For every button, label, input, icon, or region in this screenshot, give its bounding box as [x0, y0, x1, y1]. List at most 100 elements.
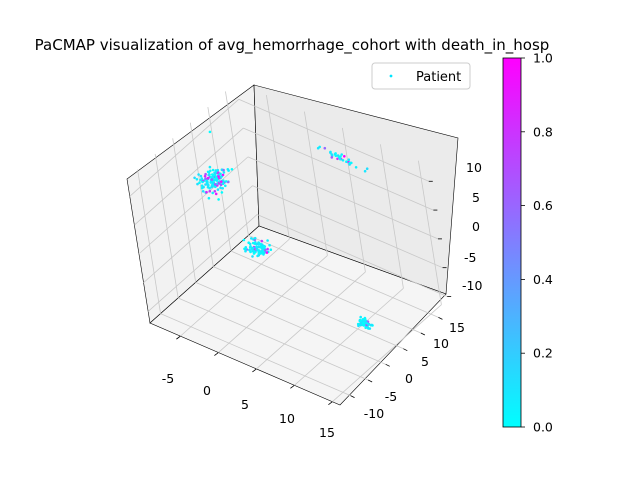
data-point [260, 239, 264, 243]
grid-line [247, 156, 439, 240]
grid-line [172, 138, 197, 283]
data-point [215, 169, 218, 173]
grid-line [134, 127, 244, 226]
chart-title: PaCMAP visualization of avg_hemorrhage_c… [35, 36, 550, 55]
x-tick-mark [290, 385, 295, 389]
data-point [365, 167, 369, 170]
colorbar-tick-label: 0.2 [533, 346, 553, 361]
grid-line [137, 169, 161, 314]
data-point [361, 318, 365, 321]
grid-line [147, 214, 258, 312]
z-tick-label: 10 [466, 160, 482, 175]
data-point [336, 157, 339, 161]
data-point [252, 246, 255, 250]
grid-line [218, 255, 328, 353]
data-point [219, 186, 222, 190]
data-point [354, 166, 358, 169]
data-point [367, 322, 371, 326]
colorbar-tick-label: 0.8 [533, 124, 553, 139]
y-tick-label: 15 [449, 320, 465, 335]
data-point [199, 174, 203, 178]
data-point [200, 177, 204, 180]
data-point [323, 146, 327, 150]
data-point [362, 323, 366, 327]
data-point [222, 168, 225, 172]
data-point [224, 180, 228, 183]
data-point [219, 172, 222, 176]
data-point [365, 321, 369, 325]
data-point [206, 185, 210, 189]
grid-line [230, 250, 422, 334]
data-point [221, 182, 225, 185]
data-point [269, 248, 273, 251]
data-point [220, 180, 223, 183]
data-point [257, 241, 261, 245]
data-point [336, 154, 340, 157]
grid-line [143, 185, 253, 283]
data-point [206, 176, 210, 180]
data-point [198, 181, 201, 184]
y-tick-mark [438, 317, 443, 320]
data-point [247, 241, 250, 244]
data-point [255, 245, 258, 248]
data-point [361, 321, 365, 325]
y-tick-mark [403, 348, 408, 352]
data-point [213, 190, 217, 193]
data-point [221, 173, 225, 177]
data-point [249, 250, 252, 254]
data-point [251, 255, 254, 258]
grid-line [129, 98, 240, 197]
data-point [345, 160, 348, 163]
y-tick-label: 0 [405, 371, 413, 386]
y-tick-mark [350, 395, 355, 398]
grid-lines [129, 91, 452, 406]
data-point [211, 168, 215, 172]
grid-line [252, 185, 443, 269]
z-tick-label: 5 [472, 190, 480, 205]
data-point [206, 180, 209, 184]
data-point [226, 180, 230, 184]
data-point [211, 181, 215, 184]
data-point [329, 151, 332, 154]
data-point [204, 183, 207, 186]
grid-line [138, 156, 249, 255]
data-point [215, 176, 218, 180]
data-point [204, 177, 207, 181]
data-point [257, 249, 260, 253]
x-tick-mark [176, 335, 181, 340]
data-point [207, 196, 211, 200]
data-point [370, 323, 374, 327]
legend-marker [389, 74, 393, 78]
data-point [265, 251, 269, 254]
x-tick-labels: -5 0 5 10 15 [162, 371, 335, 440]
data-point [330, 156, 334, 159]
x-tick-label: 15 [319, 425, 335, 440]
data-point [217, 171, 220, 174]
data-point [220, 191, 224, 194]
data-point [261, 250, 264, 253]
x-tick-label: 5 [241, 397, 249, 412]
grid-line [225, 91, 249, 236]
x-tick-label: -5 [162, 371, 174, 386]
scatter-points [193, 130, 374, 330]
legend-box [371, 62, 471, 90]
data-point [222, 171, 226, 174]
colorbar-gradient [502, 57, 522, 428]
data-point [201, 180, 204, 184]
data-point [334, 154, 338, 157]
data-point [206, 183, 210, 186]
data-point [348, 161, 351, 165]
data-point [221, 187, 224, 190]
data-point [208, 130, 212, 134]
y-tick-labels: -10 -5 0 5 10 15 [364, 320, 465, 421]
data-point [347, 158, 351, 161]
grid-line [154, 153, 179, 299]
data-point [316, 146, 320, 150]
data-point [242, 238, 246, 242]
data-point [338, 156, 341, 159]
data-point [244, 246, 248, 249]
data-point [255, 242, 259, 246]
y-tick-label: 5 [421, 354, 429, 369]
data-point [193, 176, 196, 180]
